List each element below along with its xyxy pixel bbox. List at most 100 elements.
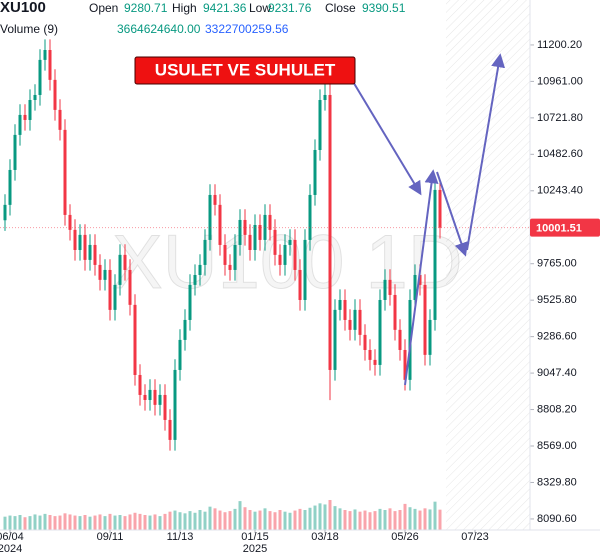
volume-bar bbox=[263, 508, 267, 530]
volume-bar bbox=[388, 508, 392, 530]
candle-body bbox=[38, 59, 42, 95]
volume-bar bbox=[168, 511, 172, 530]
x-tick-label: 01/15 bbox=[241, 531, 269, 543]
candle-body bbox=[413, 274, 417, 300]
volume-bar bbox=[188, 511, 192, 530]
candle-body bbox=[143, 394, 147, 400]
volume-bar bbox=[378, 508, 382, 530]
volume-bar bbox=[118, 515, 122, 530]
volume-bar bbox=[238, 501, 242, 530]
candle-body bbox=[313, 149, 317, 195]
volume-bar bbox=[33, 514, 37, 530]
volume-bar bbox=[343, 510, 347, 530]
volume-ma-value: 3322700259.56 bbox=[205, 22, 289, 36]
candle-body bbox=[133, 304, 137, 375]
candle-body bbox=[303, 239, 307, 300]
candle-body bbox=[338, 299, 342, 310]
x-tick-label: 09/11 bbox=[97, 531, 124, 543]
volume-bar bbox=[183, 513, 187, 530]
candle-body bbox=[318, 99, 322, 150]
volume-bar bbox=[218, 510, 222, 530]
ohlc-label: Open bbox=[89, 1, 118, 15]
y-tick-label: 9765.00 bbox=[537, 258, 577, 270]
volume-bar bbox=[293, 510, 297, 530]
candle-body bbox=[323, 94, 327, 100]
candle-body bbox=[418, 274, 422, 285]
volume-bar bbox=[338, 508, 342, 530]
volume-bar bbox=[73, 515, 77, 530]
candle-body bbox=[18, 114, 22, 135]
candle-body bbox=[328, 94, 332, 370]
candle-body bbox=[98, 264, 102, 280]
volume-bar bbox=[113, 515, 117, 530]
ohlc-value: 9421.36 bbox=[203, 1, 247, 15]
volume-bar bbox=[233, 508, 237, 530]
candle-body bbox=[3, 204, 7, 221]
volume-bar bbox=[98, 514, 102, 530]
volume-bar bbox=[108, 513, 112, 530]
volume-bar bbox=[333, 506, 337, 530]
volume-bar bbox=[158, 516, 162, 530]
candle-body bbox=[218, 204, 222, 245]
volume-bar bbox=[353, 509, 357, 530]
volume-bar bbox=[88, 516, 92, 530]
x-tick-label: 06/04 bbox=[0, 531, 24, 543]
volume-bar bbox=[433, 501, 437, 530]
volume-bar bbox=[438, 509, 442, 530]
candle-body bbox=[103, 269, 107, 280]
x-tick-label: 03/18 bbox=[311, 531, 339, 543]
annotation-box bbox=[134, 56, 356, 85]
volume-bar bbox=[13, 516, 17, 530]
volume-bar bbox=[313, 505, 317, 530]
ohlc-label: Low bbox=[249, 1, 271, 15]
arrow bbox=[351, 79, 422, 196]
last-price-box bbox=[530, 218, 600, 237]
volume-bar bbox=[208, 506, 212, 530]
volume-bar bbox=[178, 512, 182, 530]
arrow bbox=[466, 53, 506, 251]
volume-bar bbox=[213, 508, 217, 530]
candle-body bbox=[68, 214, 72, 230]
volume-bar bbox=[403, 503, 407, 530]
volume-bar bbox=[173, 510, 177, 530]
candle-body bbox=[298, 269, 302, 300]
candle-body bbox=[233, 244, 237, 270]
candle-body bbox=[423, 284, 427, 355]
volume-bar bbox=[253, 511, 257, 530]
candle-body bbox=[343, 299, 347, 320]
volume-value: 3664624640.00 bbox=[117, 22, 201, 36]
candle-body bbox=[368, 349, 372, 360]
candle-body bbox=[278, 254, 282, 265]
volume-bar bbox=[268, 511, 272, 530]
volume-bar bbox=[413, 508, 417, 530]
candle-body bbox=[403, 349, 407, 380]
volume-bar bbox=[3, 516, 7, 530]
ohlc-label: High bbox=[172, 1, 197, 15]
candle-body bbox=[238, 219, 242, 245]
volume-bar bbox=[198, 510, 202, 530]
x-tick-label: 2025 bbox=[243, 543, 267, 555]
volume-bar bbox=[203, 511, 207, 530]
volume-bar bbox=[68, 514, 72, 530]
volume-bar bbox=[428, 509, 432, 530]
volume-bar bbox=[103, 516, 107, 530]
candle-body bbox=[83, 234, 87, 260]
volume-bar bbox=[53, 516, 57, 530]
y-tick-label: 8090.60 bbox=[537, 513, 577, 525]
volume-bar bbox=[8, 515, 12, 530]
candle-body bbox=[43, 49, 47, 60]
candle-body bbox=[393, 294, 397, 330]
volume-bar bbox=[48, 515, 52, 530]
future-area bbox=[446, 0, 530, 530]
candle-body bbox=[53, 79, 57, 110]
volume-bar bbox=[358, 511, 362, 530]
candle-body bbox=[88, 244, 92, 260]
volume-bar bbox=[228, 511, 232, 530]
candle-body bbox=[213, 194, 217, 205]
candle-body bbox=[288, 239, 292, 245]
candle-body bbox=[348, 319, 352, 330]
volume-label: Volume (9) bbox=[0, 22, 58, 36]
candle-body bbox=[398, 329, 402, 350]
candle-body bbox=[108, 269, 112, 310]
candle-body bbox=[383, 279, 387, 300]
